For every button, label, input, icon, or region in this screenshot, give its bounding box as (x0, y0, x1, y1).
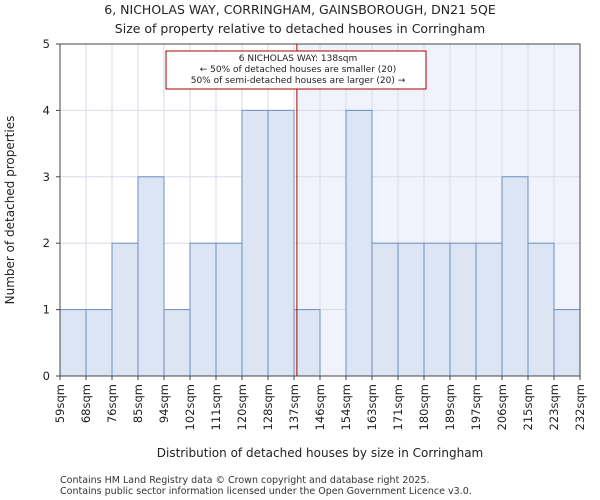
bar (111, 242, 139, 377)
x-tick-label: 189sqm (443, 384, 457, 430)
x-tick-label: 137sqm (287, 384, 301, 430)
x-tick-label: 206sqm (495, 384, 509, 430)
x-tick-label: 232sqm (573, 384, 587, 430)
bar (241, 109, 269, 377)
x-tick-label: 197sqm (469, 384, 483, 430)
bar (85, 309, 113, 377)
chart-title: 6, NICHOLAS WAY, CORRINGHAM, GAINSBOROUG… (104, 2, 496, 17)
y-tick-label: 3 (43, 170, 50, 184)
bar (293, 309, 321, 377)
annotation-box (165, 50, 427, 90)
plot-area: 0 1 2 3 4 5 59sqm 68sqm 76sqm 85sqm 94sqm 102sqm 111… (43, 37, 587, 430)
x-axis-label: Distribution of detached houses by size … (157, 446, 483, 460)
x-tick-label: 111sqm (209, 384, 223, 430)
bar (215, 242, 243, 377)
footer-line-2: Contains public sector information licen… (60, 486, 472, 497)
x-tick-label: 76sqm (105, 384, 119, 423)
x-tick-label: 223sqm (547, 384, 561, 430)
bar (397, 242, 425, 377)
bar (475, 242, 503, 377)
x-tick-label: 85sqm (131, 384, 145, 423)
x-tick-label: 163sqm (365, 384, 379, 430)
footer-line-1: Contains HM Land Registry data © Crown c… (60, 475, 430, 486)
x-tick-label: 68sqm (79, 384, 93, 423)
bar (267, 109, 295, 377)
bar (59, 309, 87, 377)
bar (189, 242, 217, 377)
x-tick-label: 180sqm (417, 384, 431, 430)
bar (449, 242, 477, 377)
annotation-line: 50% of semi-detached houses are larger (… (191, 76, 406, 86)
y-tick-label: 1 (43, 303, 50, 317)
x-tick-label: 59sqm (53, 384, 67, 423)
x-tick-label: 215sqm (521, 384, 535, 430)
annotation-line: ← 50% of detached houses are smaller (20… (200, 65, 397, 75)
bar (345, 109, 373, 377)
x-tick-label: 146sqm (313, 384, 327, 430)
x-tick-label: 154sqm (339, 384, 353, 430)
x-tick-label: 128sqm (261, 384, 275, 430)
x-tick-label: 102sqm (183, 384, 197, 430)
x-tick-label: 94sqm (157, 384, 171, 423)
annotation-line: 6 NICHOLAS WAY: 138sqm (239, 54, 357, 64)
bar (137, 176, 165, 377)
y-tick-label: 2 (43, 236, 50, 250)
chart-subtitle: Size of property relative to detached ho… (115, 21, 485, 36)
x-tick-label: 171sqm (391, 384, 405, 430)
y-tick-label: 5 (43, 37, 50, 51)
bar (371, 242, 399, 377)
x-tick-label: 120sqm (235, 384, 249, 430)
y-tick-label: 0 (43, 369, 50, 383)
y-axis-label: Number of detached properties (3, 116, 17, 305)
bar (553, 309, 581, 377)
bar (163, 309, 191, 377)
y-tick-label: 4 (43, 103, 50, 117)
bar (501, 176, 529, 377)
bar (423, 242, 451, 377)
bar (527, 242, 555, 377)
